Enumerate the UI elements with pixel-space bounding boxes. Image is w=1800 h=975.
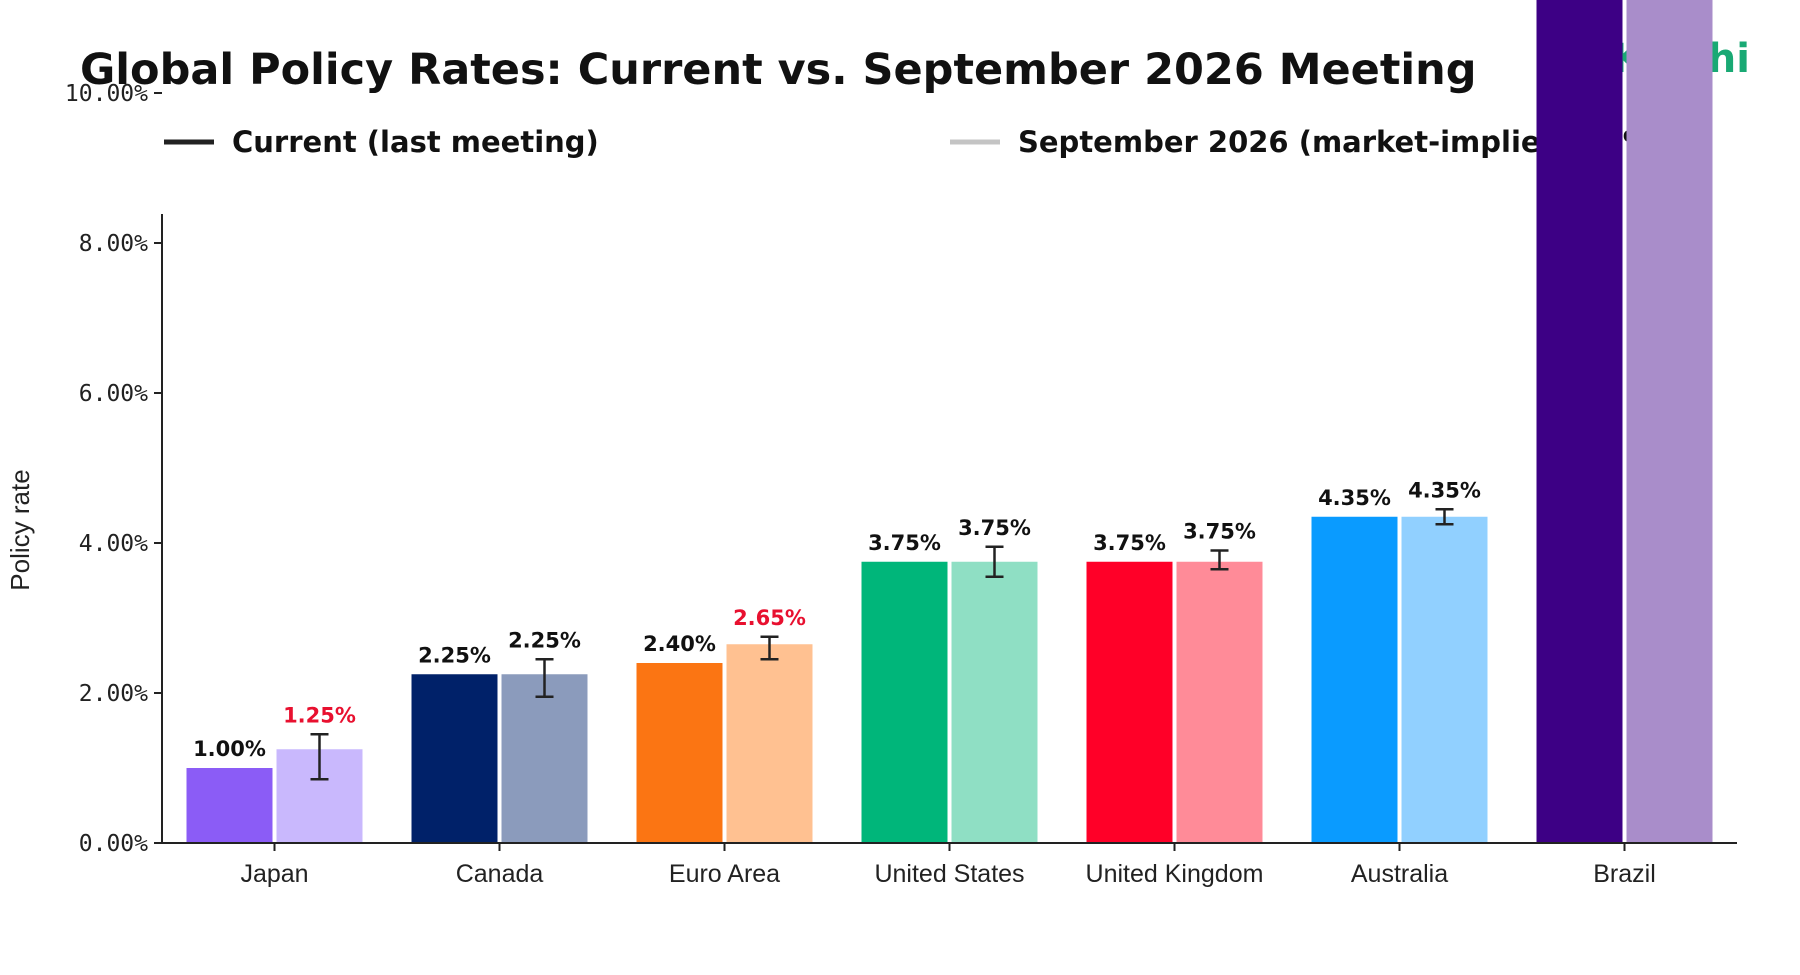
bar-value-label: 4.35% <box>1318 486 1391 510</box>
bar-current <box>1086 561 1173 843</box>
bar-future <box>726 644 813 843</box>
x-axis: Japan Canada Euro Area United States United … <box>240 843 1656 888</box>
bar-future <box>1626 0 1713 843</box>
bar-value-label: 2.25% <box>508 628 581 652</box>
bar-value-label: 3.75% <box>868 531 941 555</box>
bar-current <box>411 674 498 843</box>
x-tick-label: United States <box>874 860 1024 888</box>
bar-future <box>951 561 1038 843</box>
bar-current <box>186 768 273 843</box>
bar-value-label: 4.35% <box>1408 478 1481 502</box>
legend: Current (last meeting) September 2026 (m… <box>164 125 1707 159</box>
bar-value-label: 2.40% <box>643 632 716 656</box>
bar-future <box>501 674 588 843</box>
bar-future <box>1176 561 1263 843</box>
bar-value-label: 2.25% <box>418 643 491 667</box>
chart-title: Global Policy Rates: Current vs. Septemb… <box>80 45 1477 95</box>
x-tick-label: Japan <box>240 860 308 888</box>
y-tick-label: 6.00% <box>79 381 148 407</box>
x-tick-label: Canada <box>456 860 544 888</box>
bar-value-label: 1.00% <box>193 737 266 761</box>
bar-value-label: 3.75% <box>958 516 1031 540</box>
x-tick-label: Australia <box>1351 860 1448 888</box>
y-tick-label: 4.00% <box>79 531 148 557</box>
legend-current-label: Current (last meeting) <box>232 125 599 159</box>
y-axis-title: Policy rate <box>5 469 35 590</box>
bar-value-label: 3.75% <box>1093 531 1166 555</box>
bar-current <box>636 663 723 843</box>
bar-future <box>1401 516 1488 843</box>
x-tick-label: Brazil <box>1593 860 1656 888</box>
y-tick-label: 8.00% <box>79 231 148 257</box>
plot-area: 1.00% 1.25% 2.25% 2.25% 2.40% 2.65% 3.75% 3.75%… <box>186 0 1713 843</box>
y-tick-label: 0.00% <box>79 831 148 857</box>
bar-current <box>1536 0 1623 843</box>
bar-current <box>1311 516 1398 843</box>
bar-value-label: 3.75% <box>1183 520 1256 544</box>
bar-value-label: 1.25% <box>283 703 356 727</box>
y-tick-label: 2.00% <box>79 681 148 707</box>
x-tick-label: Euro Area <box>669 860 780 888</box>
bar-current <box>861 561 948 843</box>
x-tick-label: United Kingdom <box>1086 860 1264 888</box>
y-axis: 0.00%2.00%4.00%6.00%8.00%10.00%12.00%14.… <box>65 81 162 857</box>
bar-value-label: 2.65% <box>733 606 806 630</box>
y-tick-label: 10.00% <box>65 81 148 107</box>
